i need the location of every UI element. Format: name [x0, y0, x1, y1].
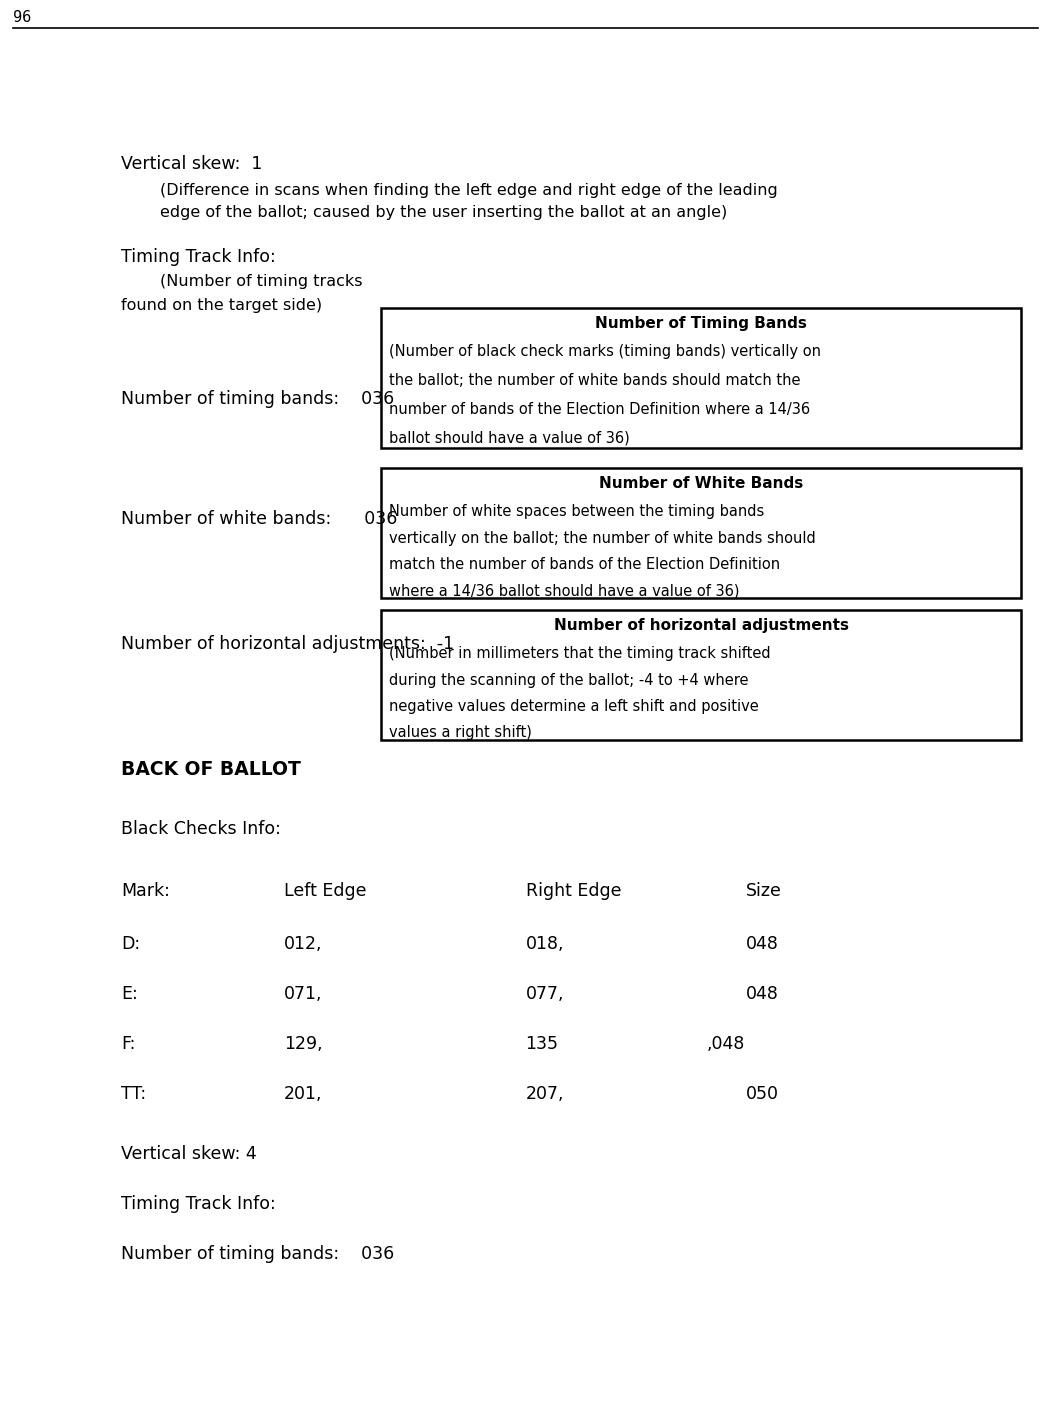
Text: 135: 135 [526, 1035, 558, 1054]
Text: Number of white spaces between the timing bands: Number of white spaces between the timin… [390, 505, 765, 519]
Text: where a 14/36 ballot should have a value of 36): where a 14/36 ballot should have a value… [390, 584, 740, 598]
Text: number of bands of the Election Definition where a 14/36: number of bands of the Election Definiti… [390, 401, 810, 417]
Text: vertically on the ballot; the number of white bands should: vertically on the ballot; the number of … [390, 530, 817, 546]
Text: (Difference in scans when finding the left edge and right edge of the leading: (Difference in scans when finding the le… [160, 182, 778, 198]
Text: Number of horizontal adjustments: Number of horizontal adjustments [554, 619, 848, 633]
Text: 018,: 018, [526, 934, 564, 953]
Text: Number of Timing Bands: Number of Timing Bands [595, 317, 807, 331]
Text: BACK OF BALLOT: BACK OF BALLOT [121, 760, 301, 779]
Text: Number of White Bands: Number of White Bands [599, 477, 803, 491]
Text: (Number of black check marks (timing bands) vertically on: (Number of black check marks (timing ban… [390, 345, 822, 359]
Text: 048: 048 [746, 934, 779, 953]
Text: 071,: 071, [284, 985, 323, 1003]
Text: negative values determine a left shift and positive: negative values determine a left shift a… [390, 699, 759, 714]
Text: values a right shift): values a right shift) [390, 725, 532, 739]
Text: Number of white bands:      036: Number of white bands: 036 [121, 511, 397, 528]
Text: 050: 050 [746, 1085, 779, 1103]
Text: Vertical skew:  1: Vertical skew: 1 [121, 154, 263, 173]
Text: Number of horizontal adjustments:  -1: Number of horizontal adjustments: -1 [121, 636, 454, 652]
FancyBboxPatch shape [382, 309, 1021, 448]
Text: Number of timing bands:    036: Number of timing bands: 036 [121, 1244, 394, 1263]
Text: 201,: 201, [284, 1085, 323, 1103]
Text: 129,: 129, [284, 1035, 323, 1054]
Text: E:: E: [121, 985, 138, 1003]
Text: 012,: 012, [284, 934, 323, 953]
Text: the ballot; the number of white bands should match the: the ballot; the number of white bands sh… [390, 373, 801, 389]
Text: Size: Size [746, 882, 782, 899]
Text: ,048: ,048 [706, 1035, 745, 1054]
Text: ballot should have a value of 36): ballot should have a value of 36) [390, 431, 631, 446]
Text: Left Edge: Left Edge [284, 882, 366, 899]
Text: match the number of bands of the Election Definition: match the number of bands of the Electio… [390, 557, 781, 572]
Text: found on the target side): found on the target side) [121, 297, 322, 313]
Text: during the scanning of the ballot; -4 to +4 where: during the scanning of the ballot; -4 to… [390, 672, 749, 687]
FancyBboxPatch shape [382, 469, 1021, 598]
FancyBboxPatch shape [382, 610, 1021, 739]
Text: Right Edge: Right Edge [526, 882, 621, 899]
Text: Mark:: Mark: [121, 882, 170, 899]
Text: edge of the ballot; caused by the user inserting the ballot at an angle): edge of the ballot; caused by the user i… [160, 205, 727, 220]
Text: Timing Track Info:: Timing Track Info: [121, 248, 275, 267]
Text: Black Checks Info:: Black Checks Info: [121, 819, 281, 838]
Text: F:: F: [121, 1035, 136, 1054]
Text: TT:: TT: [121, 1085, 146, 1103]
Text: D:: D: [121, 934, 140, 953]
Text: Number of timing bands:    036: Number of timing bands: 036 [121, 390, 394, 408]
Text: (Number in millimeters that the timing track shifted: (Number in millimeters that the timing t… [390, 647, 771, 661]
Text: 96: 96 [13, 10, 30, 25]
Text: Timing Track Info:: Timing Track Info: [121, 1195, 275, 1214]
Text: (Number of timing tracks: (Number of timing tracks [160, 274, 363, 289]
Text: 048: 048 [746, 985, 779, 1003]
Text: 207,: 207, [526, 1085, 564, 1103]
Text: 077,: 077, [526, 985, 564, 1003]
Text: Vertical skew: 4: Vertical skew: 4 [121, 1145, 256, 1163]
